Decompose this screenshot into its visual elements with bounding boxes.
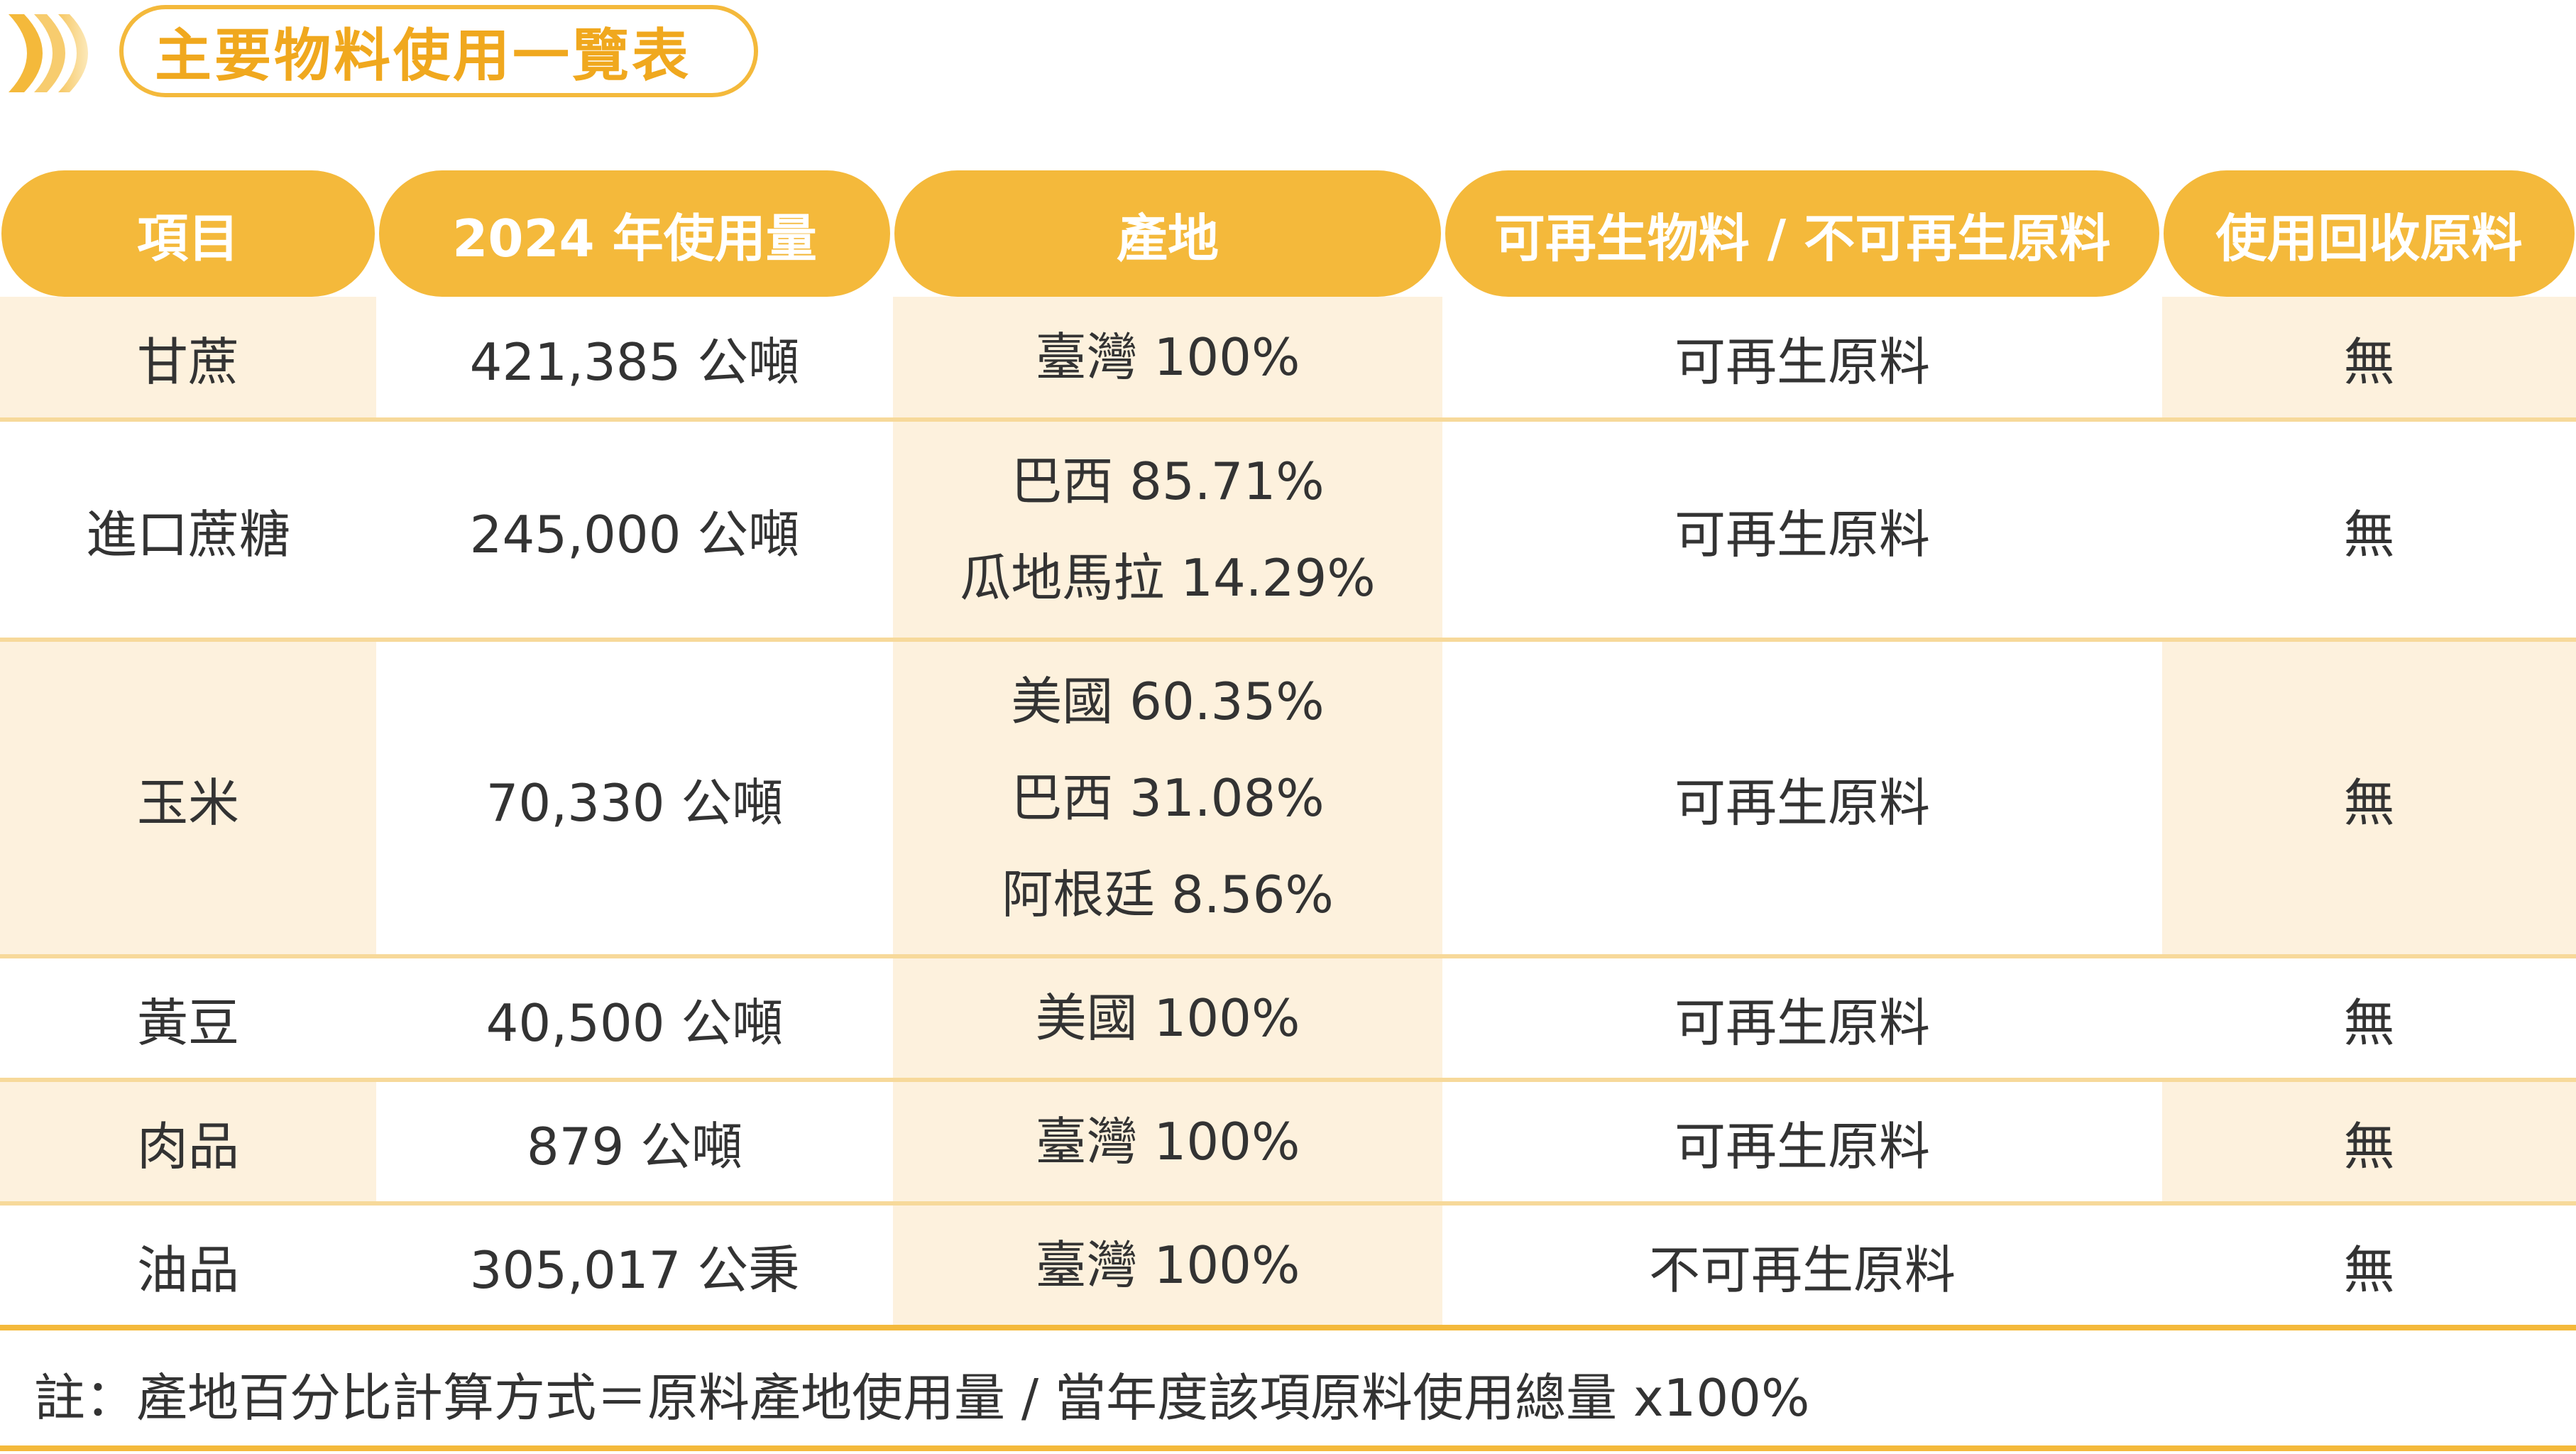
origin-line: 阿根廷 8.56%: [1002, 865, 1334, 924]
page-title-text: 主要物料使用一覽表: [155, 23, 691, 89]
header-item: 項目: [1, 170, 375, 297]
header-origin: 產地: [894, 170, 1441, 297]
cell-origin: 臺灣 100%: [893, 297, 1442, 417]
page-title: 主要物料使用一覽表: [119, 5, 758, 97]
cell-renewable: 可再生原料: [1674, 993, 1930, 1053]
cell-usage: 305,017 公秉: [469, 1240, 800, 1300]
cell-origin: 巴西 85.71% 瓜地馬拉 14.29%: [893, 422, 1442, 638]
table-row: 肉品 879 公噸 臺灣 100% 可再生原料 無: [0, 1082, 2576, 1206]
materials-table: 項目 2024 年使用量 產地 可再生物料 / 不可再生原料 使用回收原料 甘蔗…: [0, 170, 2576, 1330]
cell-renewable: 可再生原料: [1674, 1116, 1930, 1176]
table-row: 甘蔗 421,385 公噸 臺灣 100% 可再生原料 無: [0, 297, 2576, 422]
cell-recycled: 無: [2343, 993, 2395, 1053]
cell-renewable: 可再生原料: [1674, 504, 1930, 564]
footnote: 註：產地百分比計算方式＝原料產地使用量 / 當年度該項原料使用總量 x100%: [34, 1368, 1810, 1428]
table-row: 油品 305,017 公秉 臺灣 100% 不可再生原料 無: [0, 1206, 2576, 1330]
cell-renewable: 不可再生原料: [1648, 1240, 1956, 1300]
cell-item: 油品: [136, 1240, 239, 1300]
cell-usage: 245,000 公噸: [469, 504, 800, 564]
origin-line: 臺灣 100%: [1035, 327, 1300, 387]
origin-line: 美國 60.35%: [1011, 672, 1325, 731]
origin-line: 巴西 31.08%: [1011, 768, 1325, 828]
cell-recycled: 無: [2343, 1240, 2395, 1300]
origin-line: 臺灣 100%: [1035, 1235, 1300, 1295]
header-usage: 2024 年使用量: [379, 170, 890, 297]
cell-recycled: 無: [2162, 297, 2576, 417]
cell-renewable: 可再生原料: [1674, 772, 1930, 833]
cell-item: 玉米: [0, 642, 376, 954]
cell-usage: 421,385 公噸: [469, 332, 800, 392]
origin-line: 瓜地馬拉 14.29%: [960, 548, 1376, 608]
cell-item: 肉品: [0, 1082, 376, 1201]
table-header-row: 項目 2024 年使用量 產地 可再生物料 / 不可再生原料 使用回收原料: [0, 170, 2576, 297]
cell-item: 黃豆: [136, 993, 239, 1053]
cell-origin: 臺灣 100%: [893, 1206, 1442, 1325]
cell-origin: 臺灣 100%: [893, 1082, 1442, 1201]
cell-item: 進口蔗糖: [85, 504, 290, 564]
origin-line: 巴西 85.71%: [1011, 452, 1325, 511]
header-recycled: 使用回收原料: [2164, 170, 2575, 297]
cell-usage: 40,500 公噸: [486, 993, 784, 1053]
cell-renewable: 可再生原料: [1674, 332, 1930, 392]
header-renewable: 可再生物料 / 不可再生原料: [1445, 170, 2159, 297]
cell-origin: 美國 100%: [893, 958, 1442, 1078]
cell-usage: 879 公噸: [526, 1116, 743, 1176]
table-row: 玉米 70,330 公噸 美國 60.35% 巴西 31.08% 阿根廷 8.5…: [0, 642, 2576, 958]
origin-line: 美國 100%: [1035, 988, 1300, 1048]
cell-item: 甘蔗: [0, 297, 376, 417]
cell-origin: 美國 60.35% 巴西 31.08% 阿根廷 8.56%: [893, 642, 1442, 954]
origin-line: 臺灣 100%: [1035, 1112, 1300, 1171]
cell-usage: 70,330 公噸: [486, 772, 784, 833]
chevron-stack-icon: [9, 14, 88, 92]
cell-recycled: 無: [2343, 504, 2395, 564]
table-row: 黃豆 40,500 公噸 美國 100% 可再生原料 無: [0, 958, 2576, 1082]
cell-recycled: 無: [2162, 1082, 2576, 1201]
bottom-divider: [0, 1445, 2576, 1451]
cell-recycled: 無: [2162, 642, 2576, 954]
table-row: 進口蔗糖 245,000 公噸 巴西 85.71% 瓜地馬拉 14.29% 可再…: [0, 422, 2576, 642]
